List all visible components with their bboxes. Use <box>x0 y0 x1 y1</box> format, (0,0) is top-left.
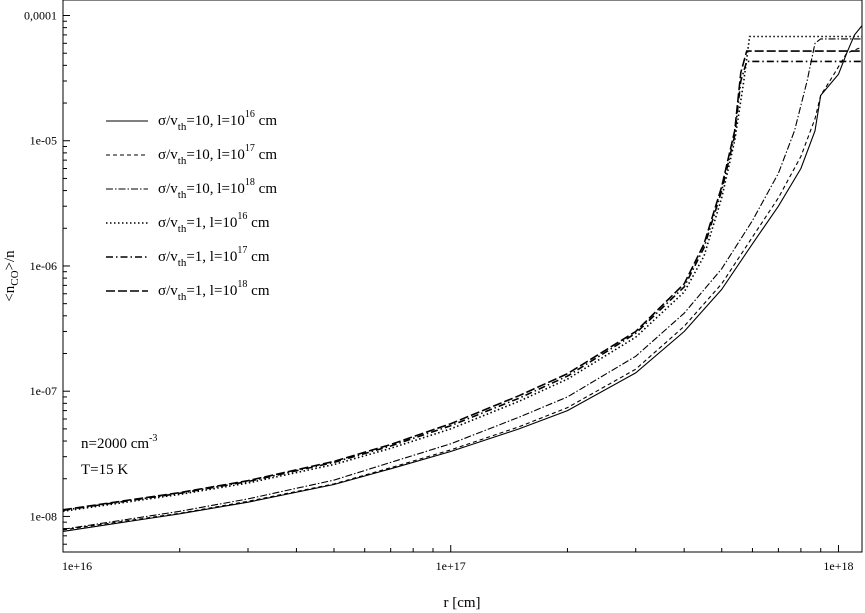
y-tick-label: 0,0001 <box>24 9 57 23</box>
legend-label-4: σ/vth=1, l=1016 cm <box>158 211 270 235</box>
y-tick-label: 1e-05 <box>30 134 57 148</box>
annotation-density-exp: -3 <box>149 433 157 444</box>
x-tick-label: 1e+18 <box>823 559 853 573</box>
series-line-6 <box>62 50 862 511</box>
series-layer <box>62 25 863 532</box>
series-line-4 <box>62 35 862 513</box>
tick-layer: 1e+16 1e+17 1e+18 1e-08 1e-07 1e-06 1e-05 0,000… <box>24 9 854 573</box>
legend-label-3: σ/vth=10, l=1018 cm <box>158 177 277 201</box>
x-tick-label: 1e+17 <box>436 559 466 573</box>
series-line-1 <box>62 25 863 532</box>
series-line-2 <box>62 46 863 531</box>
series-line-3 <box>62 38 862 530</box>
y-axis-label-main: <n <box>2 285 18 301</box>
annotation-temperature: T=15 K <box>81 462 128 478</box>
legend-label-6: σ/vth=1, l=1018 cm <box>158 279 270 303</box>
x-axis-label: r [cm] <box>443 595 480 611</box>
y-tick-label: 1e-06 <box>30 259 57 273</box>
legend-label-2: σ/vth=10, l=1017 cm <box>158 143 277 167</box>
annotation-density-text: n=2000 cm <box>81 436 149 452</box>
legend-label-5: σ/vth=1, l=1017 cm <box>158 245 270 269</box>
y-tick-label: 1e-07 <box>30 384 57 398</box>
annotation-density: n=2000 cm-3 <box>81 433 157 452</box>
legend: σ/vth=10, l=1016 cm σ/vth=10, l=1017 cm σ/… <box>106 109 277 303</box>
y-axis-label: <nCO>/n <box>2 250 21 302</box>
y-axis-label-tail: >/n <box>2 250 18 271</box>
y-axis-label-sub: CO <box>9 270 21 285</box>
plot-frame <box>62 0 863 553</box>
y-tick-label: 1e-08 <box>30 509 57 523</box>
legend-label-1: σ/vth=10, l=1016 cm <box>158 109 277 133</box>
x-tick-label: 1e+16 <box>62 559 92 573</box>
